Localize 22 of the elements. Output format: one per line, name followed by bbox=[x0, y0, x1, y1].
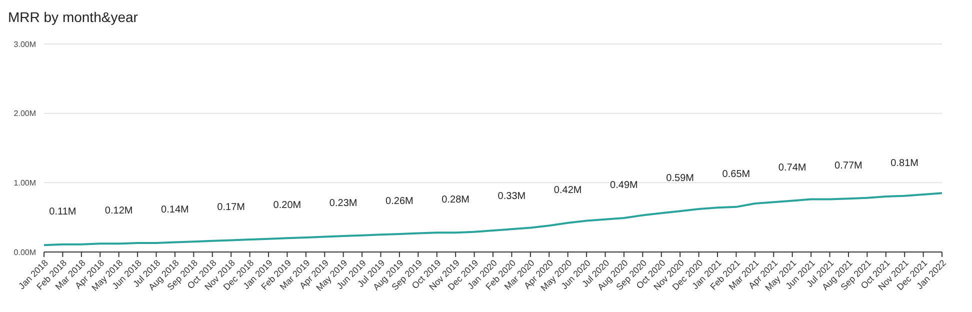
data-label: 0.17M bbox=[217, 202, 245, 214]
data-label: 0.26M bbox=[386, 196, 414, 207]
y-tick-label: 3.00M bbox=[14, 40, 36, 49]
line-series bbox=[44, 192, 942, 246]
chart-title: MRR by month&year bbox=[8, 8, 139, 27]
data-label: 0.14M bbox=[161, 204, 189, 216]
data-label: 0.28M bbox=[442, 194, 470, 206]
data-label: 0.77M bbox=[834, 160, 862, 172]
data-label: 0.81M bbox=[890, 158, 918, 169]
data-label: 0.20M bbox=[273, 200, 302, 212]
data-label: 0.11M bbox=[49, 206, 76, 218]
y-tick-label: 2.00M bbox=[14, 109, 36, 118]
data-label: 0.49M bbox=[610, 180, 638, 192]
data-label: 0.74M bbox=[778, 162, 806, 174]
data-label: 0.59M bbox=[666, 173, 694, 184]
y-tick-label: 1.00M bbox=[14, 178, 36, 188]
data-label: 0.12M bbox=[104, 206, 133, 217]
data-label: 0.42M bbox=[554, 184, 582, 196]
data-label: 0.23M bbox=[329, 198, 358, 210]
data-label: 0.65M bbox=[722, 168, 750, 180]
data-label: 0.33M bbox=[498, 191, 526, 202]
y-tick-label: 0.00M bbox=[14, 248, 36, 257]
